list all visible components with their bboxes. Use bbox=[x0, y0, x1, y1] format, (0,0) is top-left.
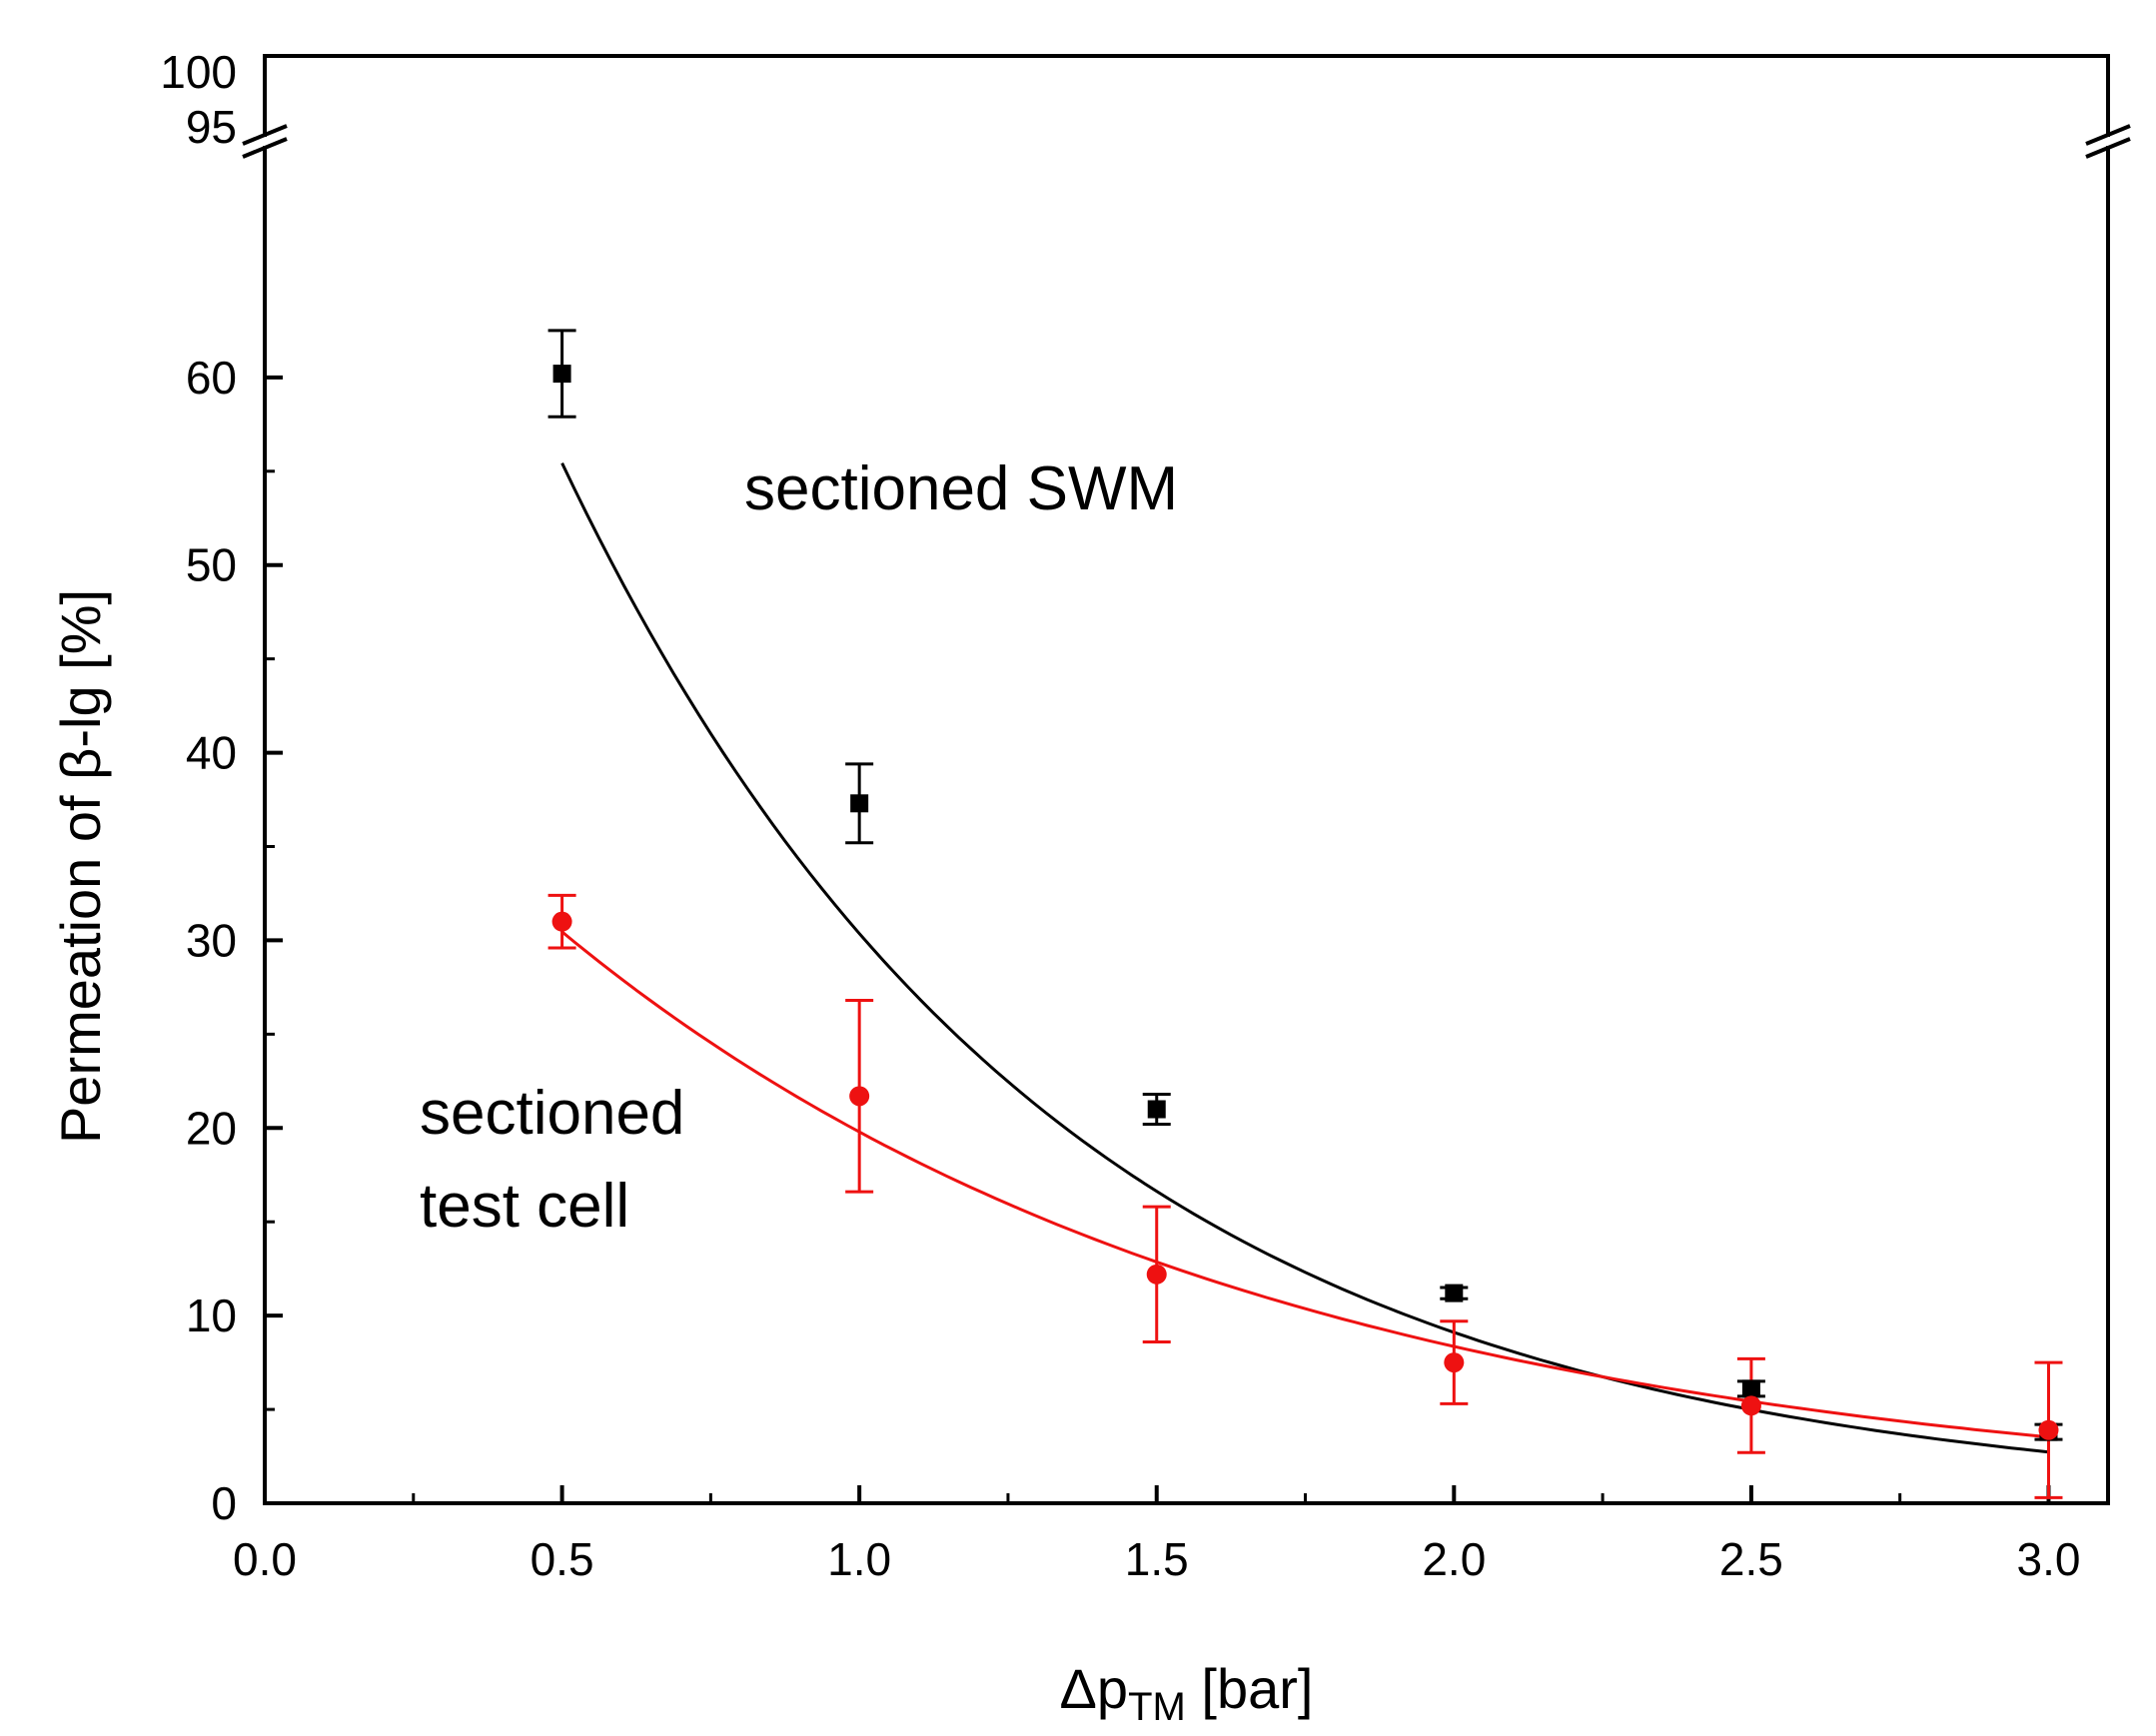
x-axis-title-subscript: TM bbox=[1128, 1685, 1186, 1729]
y-tick-label: 50 bbox=[186, 539, 237, 591]
right-axis-break-mark-2 bbox=[2085, 137, 2131, 159]
data-point-circle bbox=[1146, 1264, 1167, 1285]
y-axis-title: Permeation of β-lg [%] bbox=[49, 589, 112, 1144]
data-point-circle bbox=[849, 1086, 870, 1107]
y-tick-label: 30 bbox=[186, 914, 237, 966]
data-point-circle bbox=[2038, 1419, 2059, 1440]
x-tick-label: 3.0 bbox=[2017, 1533, 2081, 1585]
left-axis-break-mark-2 bbox=[242, 137, 288, 159]
x-tick-label: 1.0 bbox=[827, 1533, 891, 1585]
y-tick-label: 40 bbox=[186, 727, 237, 779]
x-axis-title-main: Δp bbox=[1060, 1657, 1129, 1720]
data-point-square bbox=[850, 794, 869, 813]
left-axis-break-mark-1 bbox=[242, 124, 288, 146]
y-break-tick-label: 95 bbox=[186, 101, 237, 153]
data-point-square bbox=[1147, 1100, 1166, 1119]
data-point-square bbox=[1445, 1284, 1464, 1302]
y-tick-label: 20 bbox=[186, 1102, 237, 1154]
right-axis-break-mark-1 bbox=[2085, 124, 2131, 146]
series-annotation-2-line-1: sectioned bbox=[420, 1079, 684, 1148]
fit-curve-series-2 bbox=[560, 930, 2049, 1439]
series-annotation-1-line-1: sectioned SWM bbox=[744, 454, 1178, 523]
axes bbox=[242, 54, 2131, 1505]
x-axis-title: ΔpTM [bar] bbox=[1060, 1657, 1314, 1729]
fit-curve-series-1 bbox=[560, 462, 2049, 1454]
data-points bbox=[551, 365, 2059, 1441]
fit-curves bbox=[560, 462, 2049, 1454]
data-point-circle bbox=[1444, 1352, 1465, 1373]
x-axis-title-unit: [bar] bbox=[1186, 1657, 1314, 1720]
x-tick-label: 0.5 bbox=[531, 1533, 594, 1585]
data-point-square bbox=[1741, 1379, 1760, 1398]
data-point-square bbox=[552, 365, 571, 384]
x-tick-label: 2.0 bbox=[1422, 1533, 1486, 1585]
y-tick-label: 10 bbox=[186, 1290, 237, 1341]
data-point-circle bbox=[1740, 1395, 1761, 1416]
x-tick-label: 1.5 bbox=[1125, 1533, 1189, 1585]
data-point-circle bbox=[551, 911, 572, 932]
y-tick-label: 0 bbox=[211, 1477, 237, 1529]
x-tick-label: 2.5 bbox=[1719, 1533, 1783, 1585]
series-annotation-2-line-2: test cell bbox=[420, 1172, 629, 1241]
y-tick-label: 60 bbox=[186, 352, 237, 404]
x-tick-label: 0.0 bbox=[233, 1533, 297, 1585]
y-break-tick-label: 100 bbox=[160, 46, 237, 98]
